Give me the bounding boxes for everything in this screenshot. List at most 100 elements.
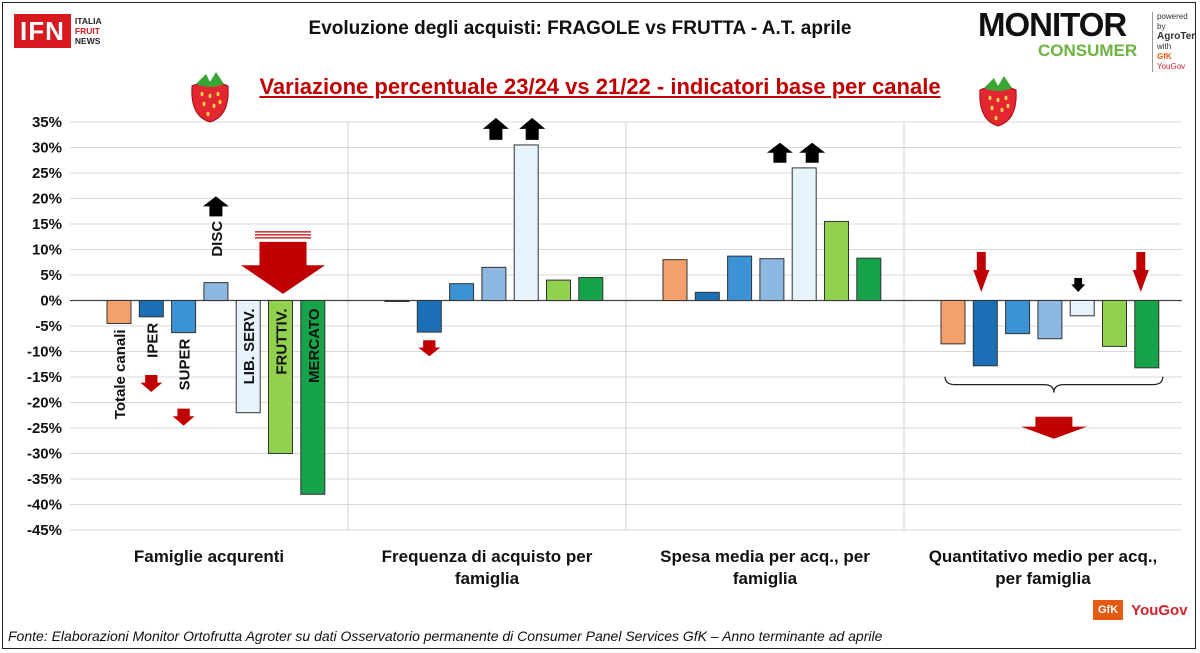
bar bbox=[727, 255, 753, 302]
chart-title: Evoluzione degli acquisti: FRAGOLE vs FR… bbox=[308, 18, 852, 39]
bar bbox=[578, 277, 604, 301]
y-tick-label: -30% bbox=[27, 446, 62, 463]
bar-label: LIB. SERV. bbox=[241, 309, 258, 385]
big-down-arrow-red bbox=[241, 241, 325, 294]
bar bbox=[1102, 300, 1127, 347]
bar-label: SUPER bbox=[177, 338, 194, 390]
bar bbox=[171, 300, 197, 334]
monitor-side-4: GfK bbox=[1157, 52, 1172, 61]
y-tick-label: 35% bbox=[32, 114, 62, 131]
y-tick-label: -10% bbox=[27, 344, 62, 361]
bar bbox=[972, 300, 998, 367]
up-arrow-black bbox=[766, 142, 793, 163]
bar bbox=[1134, 300, 1160, 369]
bar bbox=[513, 144, 539, 301]
bar bbox=[940, 300, 966, 345]
strawberry-icon-seed bbox=[212, 103, 216, 109]
y-tick-label: 20% bbox=[32, 191, 62, 208]
down-arrow-red bbox=[172, 408, 195, 426]
strawberry-icon-seed bbox=[990, 105, 994, 111]
x-category-label: famiglia bbox=[455, 569, 520, 588]
strawberry-icon-seed bbox=[206, 111, 210, 117]
y-tick-label: 30% bbox=[32, 140, 62, 157]
strawberry-icon-seed bbox=[1006, 103, 1010, 109]
bar bbox=[106, 300, 132, 324]
y-tick-label: 25% bbox=[32, 165, 62, 182]
bar bbox=[235, 300, 261, 414]
bar bbox=[416, 300, 442, 333]
bar bbox=[138, 300, 164, 318]
monitor-logo-side: powered by AgroTer with GfK YouGov bbox=[1152, 12, 1195, 72]
bar bbox=[449, 283, 475, 302]
y-tick-label: -25% bbox=[27, 420, 62, 437]
strawberry-icon-seed bbox=[200, 91, 204, 97]
y-tick-label: -15% bbox=[27, 369, 62, 386]
monitor-side-row: GfK YouGov bbox=[1157, 52, 1195, 72]
ifn-logo-line-3: NEWS bbox=[74, 36, 101, 46]
y-tick-label: -5% bbox=[35, 318, 62, 335]
strawberry-icon-seed bbox=[202, 101, 206, 107]
bar-label: DISC bbox=[209, 221, 226, 257]
x-category-label: Frequenza di acquisto per bbox=[382, 547, 593, 566]
yougov-logo: YouGov bbox=[1131, 601, 1188, 619]
strawberry-icon-seed bbox=[218, 99, 222, 105]
monitor-side-2: AgroTer bbox=[1157, 31, 1196, 42]
x-category-label: Quantitativo medio per acq., bbox=[929, 547, 1158, 566]
x-category-label: famiglia bbox=[733, 569, 798, 588]
bar bbox=[824, 220, 849, 301]
x-category-label: per famiglia bbox=[995, 569, 1091, 588]
x-category-label: Famiglie acqurenti bbox=[134, 547, 284, 566]
bar bbox=[1037, 300, 1063, 340]
down-arrow-red bbox=[1132, 252, 1149, 293]
y-tick-label: -45% bbox=[27, 522, 62, 539]
down-arrow-red bbox=[140, 374, 163, 392]
y-tick-label: -20% bbox=[27, 395, 62, 412]
big-down-arrow-red bbox=[1020, 416, 1087, 439]
bar bbox=[384, 300, 410, 303]
bar bbox=[481, 266, 507, 302]
y-tick-label: -40% bbox=[27, 497, 62, 514]
ifn-logo-line-1: ITALIA bbox=[74, 16, 102, 26]
strawberry-icon bbox=[979, 85, 1017, 127]
gfk-logo: GfK bbox=[1093, 600, 1124, 620]
monitor-side-1: powered by bbox=[1157, 12, 1188, 31]
strawberry-icon-leaves bbox=[984, 76, 1012, 91]
y-tick-label: 5% bbox=[40, 267, 62, 284]
strawberry-icon-leaves bbox=[196, 72, 224, 87]
monitor-side-3: with bbox=[1157, 42, 1172, 51]
bar bbox=[268, 300, 293, 454]
gfk-yougov-logo: GfK YouGov bbox=[1093, 600, 1188, 620]
strawberry-icon bbox=[191, 81, 229, 123]
strawberry-icon-seed bbox=[1004, 95, 1008, 101]
bar bbox=[791, 167, 817, 301]
bar bbox=[856, 257, 882, 302]
bar bbox=[203, 282, 229, 301]
bar bbox=[694, 291, 720, 301]
down-arrow-red bbox=[418, 340, 441, 357]
bar-label: Totale canali bbox=[112, 329, 129, 419]
bar-label: MERCATO bbox=[306, 308, 323, 383]
bar bbox=[1005, 300, 1031, 335]
y-tick-label: 15% bbox=[32, 216, 62, 233]
bar bbox=[1069, 300, 1095, 317]
strawberry-icon-seed bbox=[208, 93, 212, 99]
ifn-logo-main: IFN bbox=[14, 14, 71, 48]
y-tick-label: 0% bbox=[40, 293, 62, 310]
strawberry-icon-seed bbox=[1000, 107, 1004, 113]
ifn-logo-text: ITALIA FRUIT NEWS bbox=[75, 16, 102, 46]
bar bbox=[300, 300, 326, 495]
monitor-side-5: YouGov bbox=[1157, 62, 1186, 71]
strawberry-icon-seed bbox=[216, 91, 220, 97]
bar bbox=[546, 279, 571, 302]
monitor-logo-top: MONITOR bbox=[978, 6, 1127, 43]
up-arrow-black bbox=[519, 117, 546, 140]
up-arrow-black bbox=[202, 196, 229, 217]
bar-label: FRUTTIV. bbox=[274, 309, 291, 375]
bar bbox=[759, 258, 785, 301]
ifn-logo-line-2: FRUIT bbox=[74, 26, 100, 36]
x-category-label: Spesa media per acq., per bbox=[660, 547, 870, 566]
monitor-consumer-logo: MONITOR CONSUMER powered by AgroTer with… bbox=[978, 6, 1195, 72]
y-tick-label: 10% bbox=[32, 242, 62, 259]
